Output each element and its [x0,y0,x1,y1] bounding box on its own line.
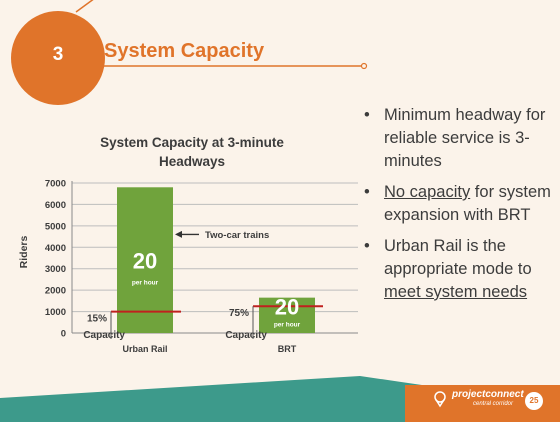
bullet-item: • No capacity for system expansion with B… [358,181,554,227]
bullet-text: No capacity [384,183,471,201]
bar-unit-label: per hour [132,280,159,287]
capacity-percent-label: 75% [229,308,249,319]
bullet-dot: • [364,183,370,201]
section-number: 3 [52,44,64,65]
pin-icon [434,391,446,408]
slide-title: System Capacity [104,40,265,62]
bullet-text: meet system needs [384,283,528,301]
bar [259,297,315,333]
chart-title: System Capacity at 3-minute [100,135,284,150]
chart-title: Headways [159,154,225,169]
y-tick-label: 1000 [45,307,66,318]
bar-unit-label: per hour [274,322,301,329]
x-tick-label: BRT [278,344,297,354]
footer-logo: projectconnect [452,389,524,400]
bullet-dot: • [364,106,370,124]
bullet-dot: • [364,237,370,255]
y-tick-label: 2000 [45,286,66,297]
bar-value-label: 20 [275,295,299,320]
y-tick-label: 0 [61,329,66,340]
capacity-percent-label: 15% [87,314,107,325]
title-underline-dot [360,62,368,70]
page-number: 25 [525,392,543,410]
y-tick-label: 3000 [45,264,66,275]
number-circle [11,11,105,105]
bar-value-label: 20 [133,249,157,274]
bar [117,187,173,333]
bullet-item: • Minimum headway for reliable service is… [358,104,554,173]
y-tick-label: 6000 [45,200,66,211]
capacity-word-label: Capacity [83,330,125,341]
bullet-text: Minimum headway for reliable service is … [384,106,546,170]
annotation-label: Two-car trains [205,230,269,241]
bullet-text: for system expansion with BRT [384,183,551,224]
y-tick-label: 7000 [45,179,66,190]
capacity-word-label: Capacity [225,330,267,341]
footer-subtitle: central corridor [473,401,514,407]
x-tick-label: Urban Rail [122,344,167,354]
y-tick-label: 4000 [45,243,66,254]
decor-line-top [75,0,94,13]
bullet-item: • Urban Rail is the appropriate mode to m… [358,235,554,304]
bullet-list: • Minimum headway for reliable service is… [358,104,554,312]
y-tick-label: 5000 [45,221,66,232]
y-axis-label: Riders [18,236,30,269]
bullet-text: Urban Rail is the appropriate mode to [384,237,532,278]
annotation-arrow-head [175,230,182,238]
